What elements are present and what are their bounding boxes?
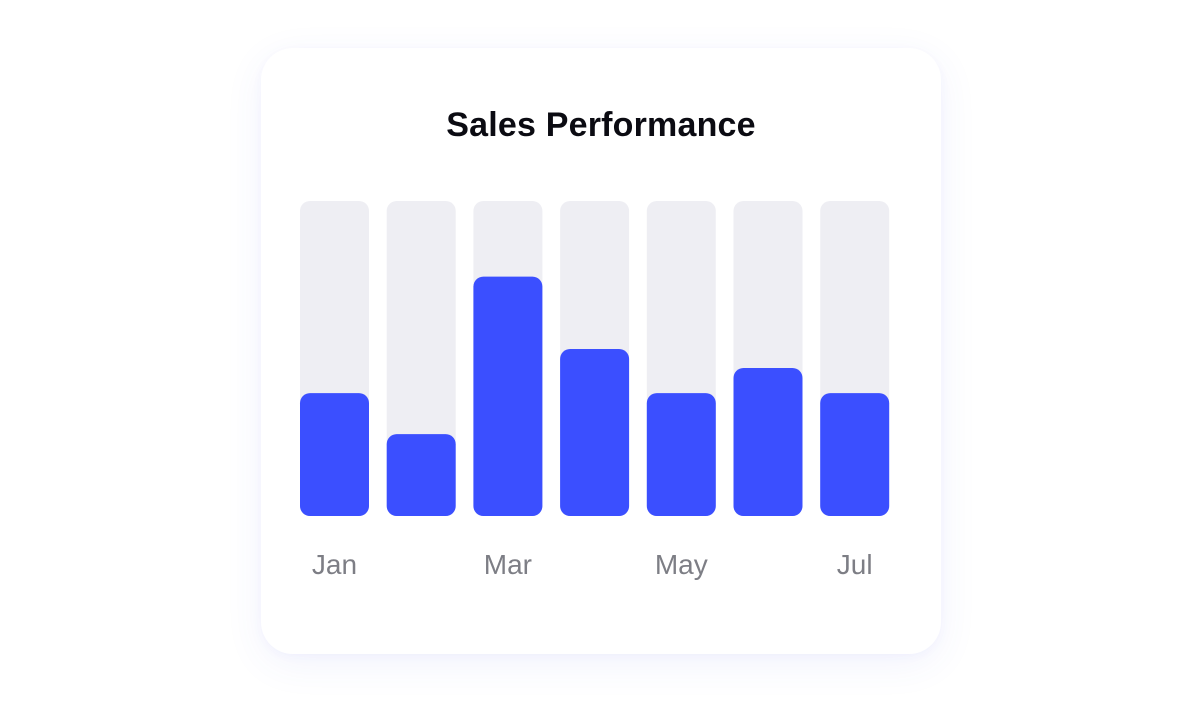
bar-jul[interactable] (820, 393, 890, 516)
x-tick-label-mar: Mar (484, 549, 532, 580)
bar-mar[interactable] (473, 276, 543, 516)
x-tick-label-jan: Jan (312, 549, 357, 580)
bar-feb[interactable] (386, 434, 456, 516)
bar-jun[interactable] (733, 368, 803, 516)
chart-title: Sales Performance (446, 106, 756, 144)
bar-jan[interactable] (300, 393, 369, 516)
bar-may[interactable] (646, 393, 716, 516)
chart-card: Sales Performance Jan Mar May Jul (261, 48, 941, 654)
bar-apr[interactable] (560, 349, 630, 516)
x-tick-label-jul: Jul (837, 549, 873, 580)
bar-chart: Jan Mar May Jul (300, 201, 890, 580)
x-tick-label-may: May (655, 549, 708, 580)
